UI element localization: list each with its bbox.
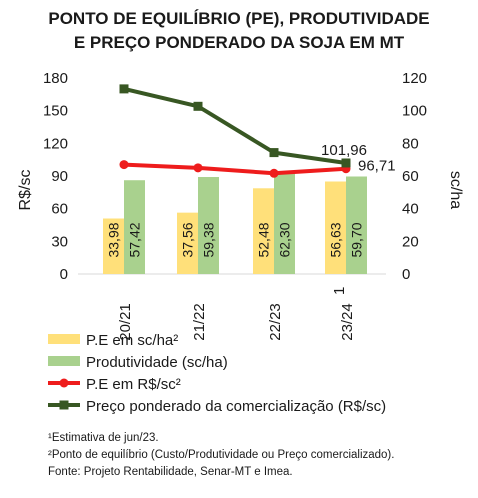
- legend-swatch-marker: [59, 400, 69, 410]
- y-left-axis-label: R$/sc: [17, 170, 34, 211]
- bar: [177, 212, 198, 274]
- line-point: [269, 168, 279, 178]
- footnote-line: ¹Estimativa de jun/23.: [48, 432, 159, 444]
- footnote-line: Fonte: Projeto Rentabilidade, Senar-MT e…: [48, 466, 293, 478]
- bar: [346, 176, 367, 274]
- chart-title-line-2: E PREÇO PONDERADO DA SOJA EM MT: [74, 33, 405, 52]
- legend-swatch-marker: [59, 378, 69, 388]
- x-category-label: 20/21: [117, 303, 134, 341]
- bar: [124, 180, 145, 274]
- y-right-tick-label: 100: [402, 103, 427, 120]
- bar: [274, 172, 295, 274]
- x-category-label: 21/22: [191, 303, 208, 341]
- footnote-line: ²Ponto de equilíbrio (Custo/Produtividad…: [48, 449, 394, 461]
- x-category-label-group: 22/23: [267, 303, 284, 341]
- y-left-tick-label: 120: [43, 135, 68, 152]
- point-label: 101,96: [321, 142, 367, 159]
- y-left-tick-label: 60: [51, 201, 68, 218]
- bar-value-label: 37,56: [180, 222, 196, 257]
- legend-label: Preço ponderado da comercialização (R$/s…: [86, 398, 386, 415]
- y-right-tick-label: 60: [402, 168, 419, 185]
- bar: [325, 181, 346, 274]
- series-line: [123, 86, 347, 165]
- bar-value-label: 59,70: [349, 222, 365, 257]
- bar: [253, 188, 274, 274]
- x-category-label-group: 20/21: [117, 303, 134, 341]
- y-right-tick-label: 40: [402, 201, 419, 218]
- bar-value-label: 56,63: [328, 222, 344, 257]
- y-left-tick-label: 30: [51, 233, 68, 250]
- legend-label: P.E em R$/sc²: [86, 376, 181, 393]
- line-point: [119, 160, 129, 170]
- legend-label: Produtividade (sc/ha): [86, 354, 228, 371]
- bar: [103, 218, 124, 274]
- point-label: 96,71: [358, 158, 396, 175]
- bar-value-label: 57,42: [127, 222, 143, 257]
- y-left-tick-label: 0: [60, 266, 68, 283]
- legend-swatch: [48, 356, 80, 366]
- legend-label: P.E em sc/ha²: [86, 332, 178, 349]
- y-right-tick-label: 120: [402, 70, 427, 87]
- y-left-tick-label: 180: [43, 70, 68, 87]
- y-right-tick-label: 20: [402, 233, 419, 250]
- line-point: [193, 101, 203, 111]
- line-point: [193, 163, 203, 173]
- series-line: [123, 162, 347, 176]
- chart-title-line-1: PONTO DE EQUILÍBRIO (PE), PRODUTIVIDADE: [48, 9, 429, 28]
- bar-value-label: 59,38: [201, 222, 217, 257]
- y-right-tick-label: 80: [402, 135, 419, 152]
- bar: [198, 177, 219, 274]
- x-category-superscript: 1: [331, 287, 348, 295]
- legend-swatch: [48, 334, 80, 344]
- line-point: [341, 158, 351, 168]
- bar-value-label: 52,48: [256, 222, 272, 257]
- bar-value-label: 62,30: [277, 222, 293, 257]
- y-left-tick-label: 150: [43, 103, 68, 120]
- y-left-tick-label: 90: [51, 168, 68, 185]
- y-right-tick-label: 0: [402, 266, 410, 283]
- y-right-axis-label: sc/ha: [447, 171, 464, 209]
- line-point: [269, 148, 279, 158]
- line-point: [119, 84, 129, 94]
- x-category-label: 22/23: [267, 303, 284, 341]
- x-category-label-group: 21/22: [191, 303, 208, 341]
- bar-value-label: 33,98: [106, 222, 122, 257]
- x-category-label: 23/24: [339, 303, 356, 341]
- x-category-label-group: 23/24 1: [331, 287, 356, 341]
